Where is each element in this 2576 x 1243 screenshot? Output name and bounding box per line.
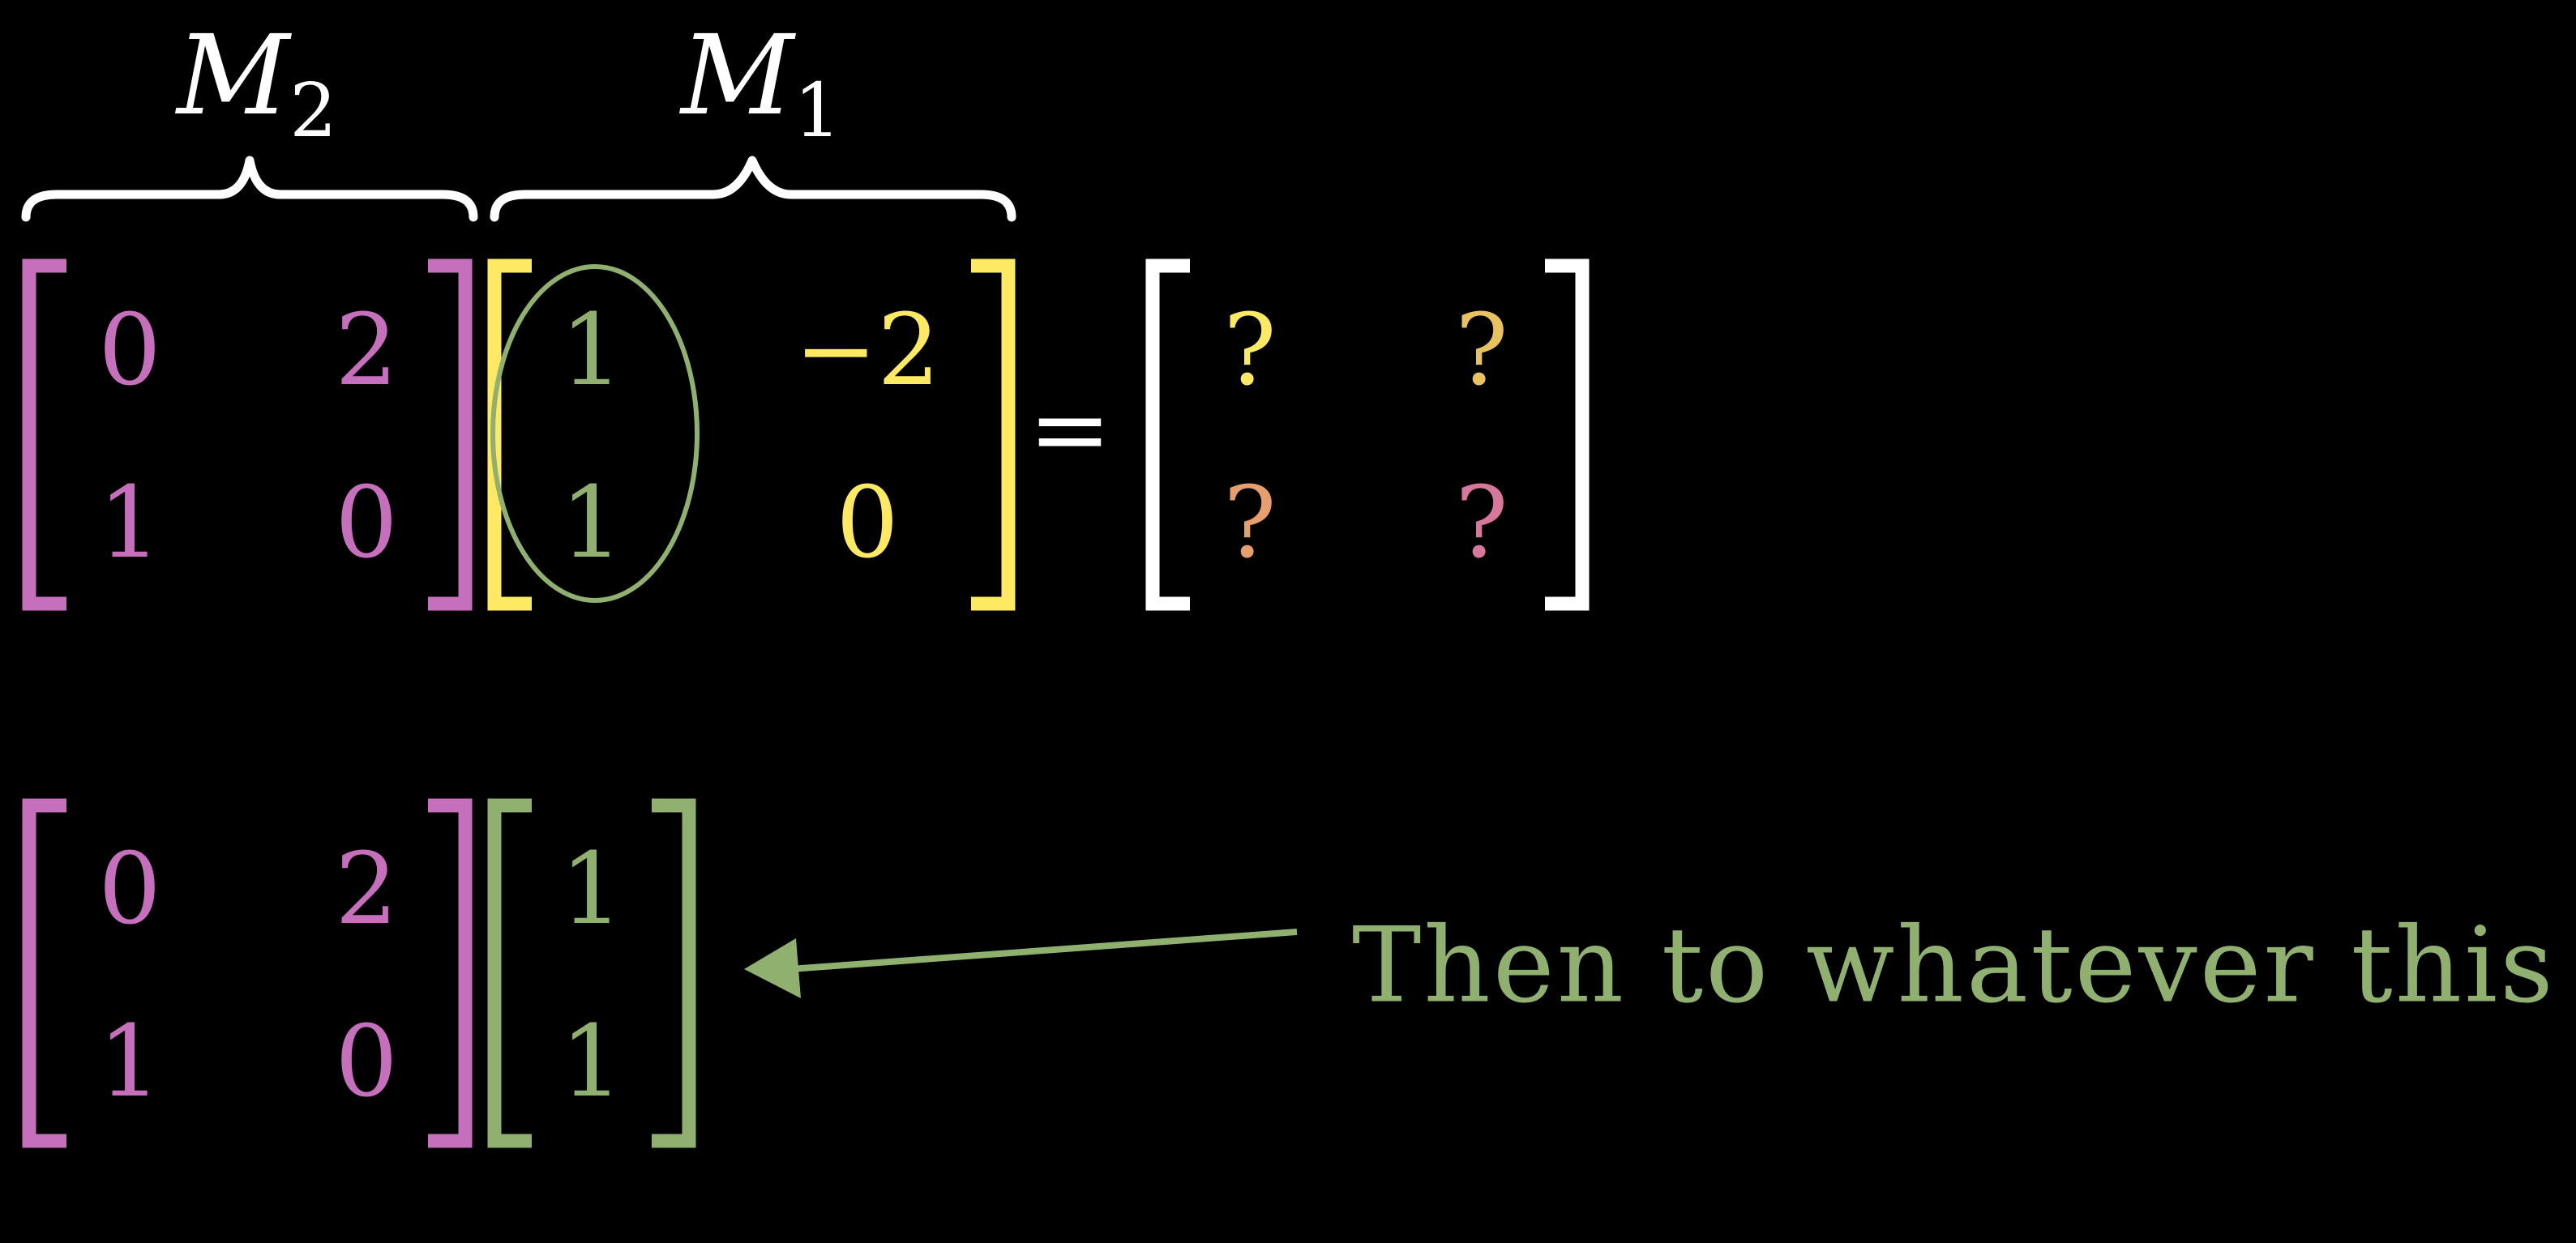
first-column-highlight	[490, 264, 700, 603]
vector-right-bracket	[652, 798, 696, 1148]
bottom-m2-right-bracket	[428, 798, 473, 1148]
result-right-bracket	[1545, 258, 1590, 611]
m1-entry-11: 0	[836, 465, 899, 580]
m2-right-bracket	[428, 258, 473, 611]
m1-right-bracket	[971, 258, 1016, 611]
m2-entry-00: 0	[98, 293, 161, 408]
m1-brace	[490, 156, 1016, 222]
arrow-head-icon	[744, 938, 801, 998]
m2-entry-10: 1	[98, 465, 161, 580]
m2-entry-11: 0	[335, 465, 398, 580]
bottom-m2-entry-11: 0	[335, 1004, 398, 1119]
caption-text: Then to whatever this is	[1352, 906, 2576, 1027]
m2-brace	[21, 156, 478, 222]
bottom-m2-entry-00: 0	[98, 831, 161, 946]
equals-sign: =	[1029, 372, 1111, 487]
bottom-m2-entry-10: 1	[98, 1004, 161, 1119]
bottom-m2-left-bracket	[22, 798, 66, 1148]
m1-label: M1	[678, 12, 841, 154]
vector-left-bracket	[487, 798, 532, 1148]
result-entry-10: ?	[1223, 465, 1276, 580]
m1-entry-01: −2	[794, 293, 940, 408]
m2-entry-01: 2	[335, 293, 398, 408]
m1-entry-10: 1	[560, 465, 623, 580]
bottom-m2-entry-01: 2	[335, 831, 398, 946]
result-entry-00: ?	[1223, 293, 1276, 408]
vector-entry-1: 1	[560, 1004, 623, 1119]
m2-label: M2	[174, 12, 337, 154]
m2-left-bracket	[22, 258, 66, 611]
vector-entry-0: 1	[560, 831, 623, 946]
result-entry-01: ?	[1455, 293, 1508, 408]
m1-entry-00: 1	[560, 293, 623, 408]
arrow-shaft	[789, 929, 1298, 972]
result-left-bracket	[1145, 258, 1190, 611]
result-entry-11: ?	[1455, 465, 1508, 580]
